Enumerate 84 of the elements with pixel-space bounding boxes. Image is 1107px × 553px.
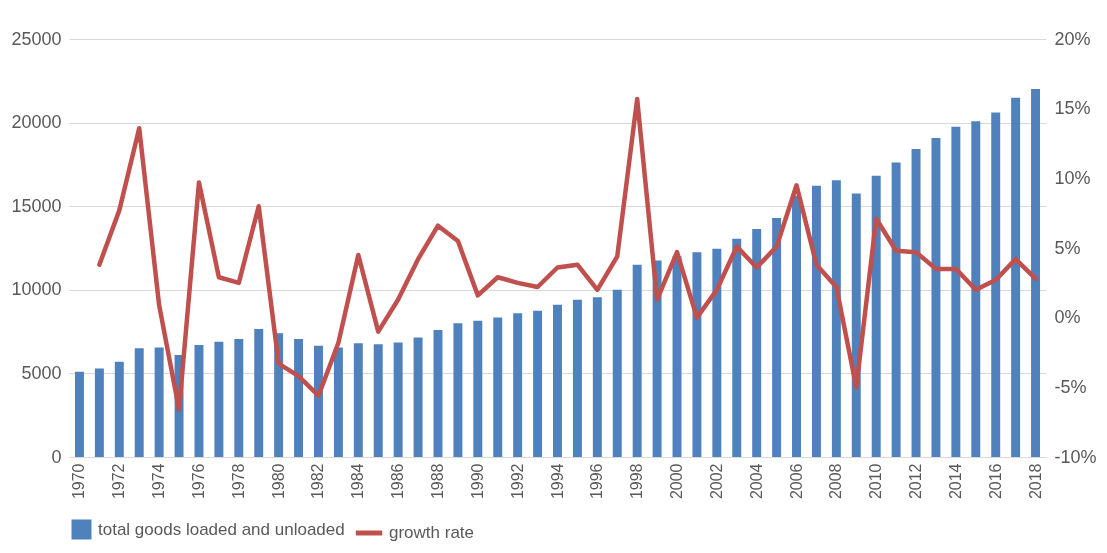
bar xyxy=(951,126,961,457)
bar xyxy=(373,344,383,457)
bar xyxy=(333,347,343,457)
bar xyxy=(234,339,244,457)
y2-tick-label: -10% xyxy=(1054,446,1097,467)
line-series xyxy=(97,96,1038,412)
bar xyxy=(114,361,124,457)
y-tick-label: 25000 xyxy=(11,28,62,49)
y-tick-label: 10000 xyxy=(11,279,62,300)
bar xyxy=(692,252,702,457)
x-tick-label: 1996 xyxy=(588,463,606,500)
bar xyxy=(811,185,821,457)
y2-tick-label: -5% xyxy=(1054,376,1087,397)
y-tick-label: 15000 xyxy=(11,195,62,216)
x-tick-label: 1980 xyxy=(269,463,287,500)
bar xyxy=(553,304,562,457)
bar xyxy=(1011,97,1021,457)
bar xyxy=(871,175,881,457)
x-tick-label: 1988 xyxy=(428,463,446,500)
x-tick-label: 2014 xyxy=(946,463,964,500)
bar xyxy=(413,337,423,457)
bar xyxy=(294,339,304,457)
bar xyxy=(214,341,224,457)
bar xyxy=(94,368,104,457)
legend-label: growth rate xyxy=(389,523,475,542)
bar xyxy=(891,162,901,457)
y2-tick-label: 10% xyxy=(1054,167,1091,188)
x-tick-label: 2008 xyxy=(827,463,845,500)
x-tick-label: 2000 xyxy=(668,463,686,500)
bar xyxy=(314,345,323,457)
bar xyxy=(732,238,742,457)
x-tick-label: 2012 xyxy=(907,463,925,500)
bar xyxy=(792,195,801,457)
bar xyxy=(1031,88,1041,457)
y2-tick-label: 0% xyxy=(1054,307,1081,328)
y2-tick-label: 20% xyxy=(1054,28,1091,49)
bar xyxy=(353,343,363,457)
bar xyxy=(612,289,622,457)
x-tick-label: 1986 xyxy=(389,463,407,500)
bar xyxy=(453,323,463,457)
bar xyxy=(752,229,762,457)
bar xyxy=(473,320,483,457)
x-tick-label: 1992 xyxy=(508,463,526,500)
x-tick-label: 2016 xyxy=(986,463,1004,500)
bar xyxy=(134,348,144,457)
bar xyxy=(632,264,642,457)
bar xyxy=(74,371,84,457)
y-tick-label: 5000 xyxy=(21,362,62,383)
x-tick-label: 2002 xyxy=(707,463,725,500)
bar xyxy=(712,248,722,457)
bar xyxy=(831,180,841,457)
bar xyxy=(254,329,264,457)
bar xyxy=(194,344,204,457)
bar xyxy=(911,149,921,457)
y-tick-label: 0 xyxy=(51,446,62,467)
bar xyxy=(154,347,164,457)
bar xyxy=(493,317,503,457)
bar xyxy=(592,297,602,457)
y-tick-label: 20000 xyxy=(11,112,62,133)
x-tick-label: 2018 xyxy=(1026,463,1044,500)
legend-label: total goods loaded and unloaded xyxy=(98,519,345,539)
x-tick-label: 1990 xyxy=(468,463,486,500)
x-tick-label: 2004 xyxy=(747,463,765,500)
x-tick-label: 1982 xyxy=(309,463,327,500)
x-tick-label: 1970 xyxy=(70,463,88,500)
x-tick-label: 2010 xyxy=(867,463,885,500)
bar xyxy=(513,313,523,457)
bar xyxy=(772,218,782,457)
x-tick-label: 1998 xyxy=(628,463,646,500)
bar xyxy=(533,310,543,457)
bar xyxy=(931,137,941,457)
x-tick-label: 2006 xyxy=(787,463,805,500)
x-tick-label: 1978 xyxy=(229,463,247,500)
y2-tick-label: 5% xyxy=(1054,237,1081,258)
x-tick-label: 1984 xyxy=(349,463,367,500)
x-tick-label: 1972 xyxy=(110,463,128,500)
y2-tick-label: 15% xyxy=(1054,98,1091,119)
bar xyxy=(991,112,1001,457)
x-tick-label: 1976 xyxy=(189,463,207,500)
x-tick-label: 1974 xyxy=(150,463,168,500)
bar xyxy=(393,342,403,457)
bar xyxy=(971,121,981,457)
bar xyxy=(572,299,582,457)
x-tick-label: 1994 xyxy=(548,463,566,500)
